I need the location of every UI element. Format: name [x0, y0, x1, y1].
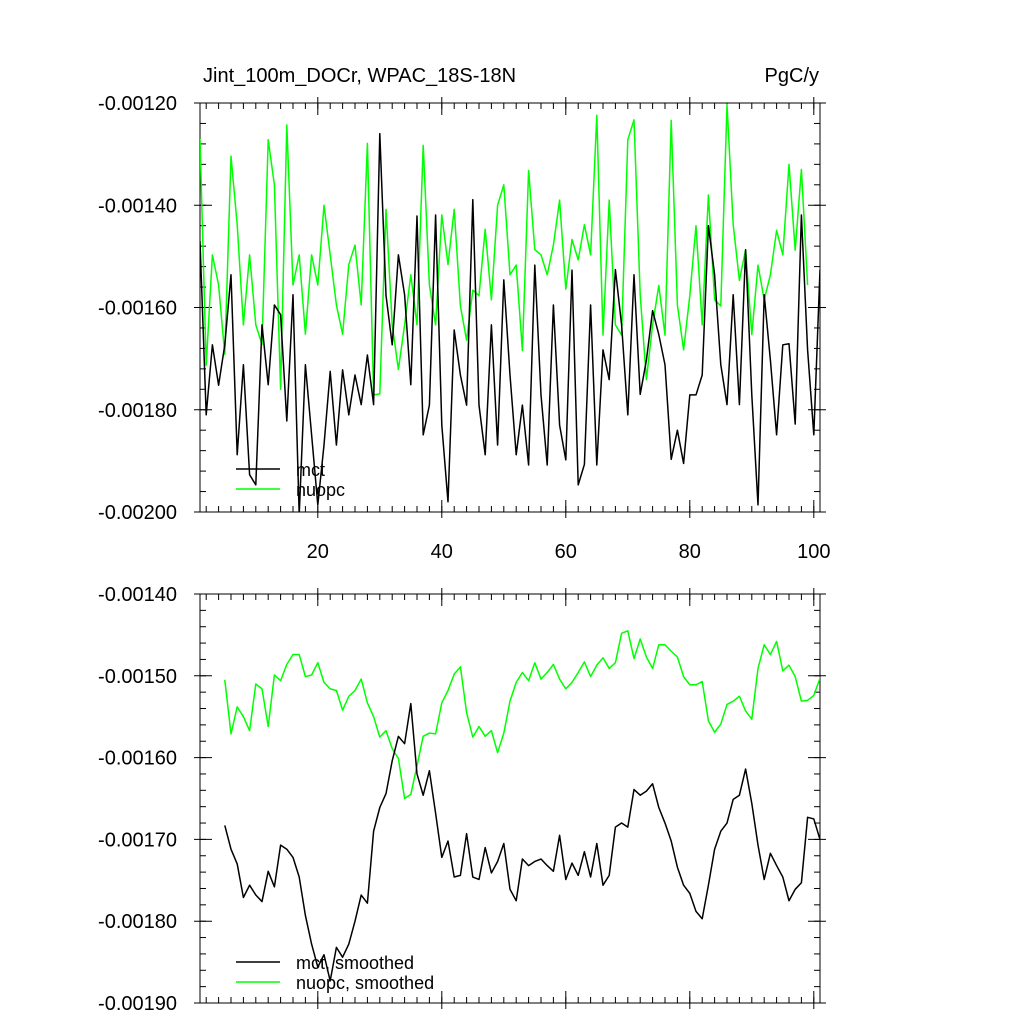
chart-1-y-tick-label: -0.00170 [98, 829, 177, 851]
chart-0-series-line-nuopc [200, 103, 809, 396]
chart-1-y-tick-label: -0.00180 [98, 911, 177, 933]
chart-0-y-tick-label: -0.00180 [98, 400, 177, 422]
chart-0-y-tick-label: -0.00160 [98, 298, 177, 320]
chart-0-x-tick-label: 60 [555, 541, 577, 563]
chart-0-x-tick-label: 100 [797, 541, 830, 563]
chart-1-frame [199, 593, 821, 1004]
chart-1-y-tick-label: -0.00160 [98, 748, 177, 770]
units-label: PgC/y [765, 65, 819, 87]
chart-1-y-tick-label: -0.00190 [98, 993, 177, 1015]
chart-0-y-tick-label: -0.00140 [98, 195, 177, 217]
bottom-panel: -0.00140 -0.00150 -0.00160 -0.00170 -0.00180… [98, 584, 826, 1015]
chart-title: Jint_100m_DOCr, WPAC_18S-18N [203, 65, 516, 87]
chart-0-legend-label: nuopc [296, 480, 345, 500]
chart-1-series-line-nuopc-smoothed [224, 630, 820, 800]
chart-1-series-line-mct-smoothed [224, 702, 820, 982]
chart-1-legend-label: nuopc, smoothed [296, 973, 434, 993]
chart-0-y-tick-label: -0.00200 [98, 502, 177, 524]
chart-1-legend-label: mct, smoothed [296, 953, 414, 973]
chart-1-y-tick-label: -0.00140 [98, 584, 177, 606]
chart-0-series-line-mct [200, 132, 820, 512]
chart-0-legend-label: mct [296, 460, 325, 480]
chart-1-y-tick-label: -0.00150 [98, 666, 177, 688]
chart-0-x-tick-label: 20 [307, 541, 329, 563]
top-panel: 20 40 60 80 100 -0.00120 -0.00140 -0.00160 -0.00… [98, 65, 830, 563]
chart-0-y-tick-label: -0.00120 [98, 93, 177, 115]
chart-0-x-tick-label: 80 [679, 541, 701, 563]
chart-0-x-tick-label: 40 [431, 541, 453, 563]
